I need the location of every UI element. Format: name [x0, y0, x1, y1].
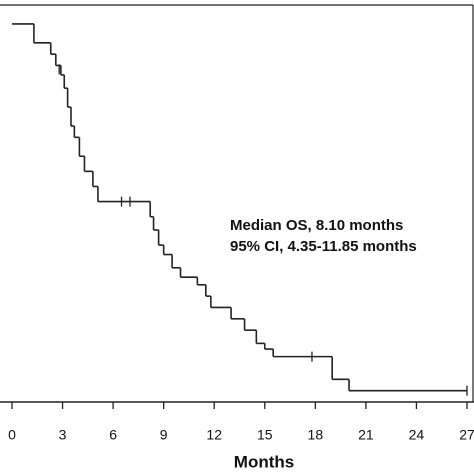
annotation: Median OS, 8.10 months — [230, 217, 403, 234]
x-tick-label: 27 — [459, 427, 474, 443]
x-tick-label: 12 — [206, 427, 222, 443]
x-tick-label: 6 — [109, 427, 117, 443]
x-tick-label: 18 — [308, 427, 324, 443]
annotation: 95% CI, 4.35-11.85 months — [230, 238, 417, 255]
x-tick-label: 0 — [8, 427, 16, 443]
x-tick-label: 15 — [257, 427, 273, 443]
x-axis-title: Months — [234, 452, 294, 471]
x-tick-label: 21 — [358, 427, 374, 443]
x-tick-label: 3 — [59, 427, 67, 443]
x-tick-label: 9 — [160, 427, 168, 443]
x-tick-label: 24 — [409, 427, 425, 443]
